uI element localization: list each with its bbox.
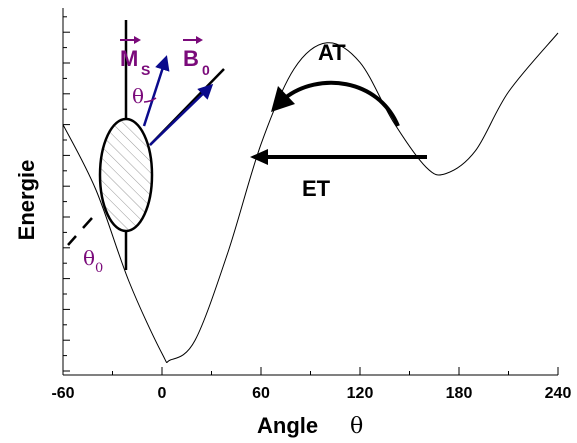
x-axis-ticks: -60 0 60 120 180 240 [51, 367, 571, 402]
y-axis-title: Energie [14, 160, 39, 241]
x-axis-title: Angle θ [257, 413, 363, 439]
theta-label: θ [132, 84, 144, 108]
svg-text:θ: θ [83, 246, 95, 270]
at-label: AT [318, 40, 346, 65]
energy-curve [62, 32, 559, 363]
x-tick-label: 240 [545, 385, 572, 402]
svg-text:θ: θ [350, 414, 363, 439]
x-tick-label: 60 [252, 385, 270, 402]
svg-text:0: 0 [202, 62, 210, 78]
svg-text:B: B [183, 46, 199, 71]
ms-label: M S [120, 36, 150, 78]
at-arrow [271, 80, 400, 127]
ms-vector [142, 55, 170, 127]
x-tick-label: -60 [51, 385, 74, 402]
b0-label: B 0 [183, 36, 210, 78]
et-label: ET [302, 176, 331, 201]
particle-ellipse [98, 20, 154, 270]
svg-text:M: M [120, 46, 138, 71]
et-arrow [250, 149, 427, 165]
y-axis-ticks [63, 16, 70, 372]
b0-vector [149, 83, 214, 146]
theta0-label: θ 0 [83, 246, 103, 276]
theta-arc [143, 97, 157, 103]
x-tick-label: 0 [158, 385, 167, 402]
svg-text:S: S [141, 62, 150, 78]
svg-text:0: 0 [95, 261, 103, 276]
svg-text:Angle: Angle [257, 413, 318, 438]
x-tick-label: 120 [347, 385, 374, 402]
x-tick-label: 180 [446, 385, 473, 402]
